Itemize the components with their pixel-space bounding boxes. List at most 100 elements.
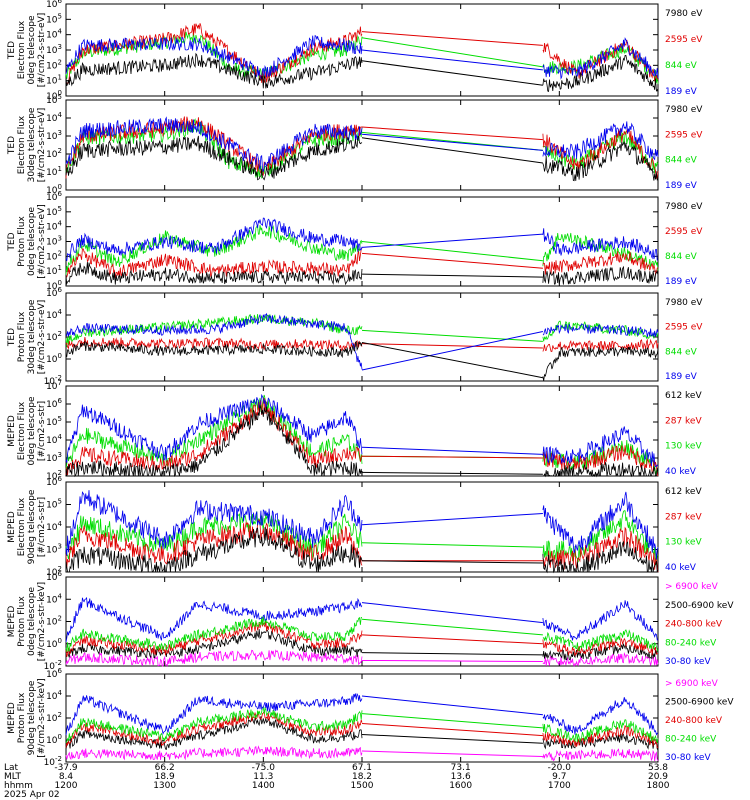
series-green-trace xyxy=(65,394,363,471)
x-tick-mlt: 11.3 xyxy=(253,772,273,782)
series-blue-trace xyxy=(65,692,363,736)
series-green-trace xyxy=(542,510,659,566)
series-black-trace xyxy=(542,732,659,751)
y-label-line: TED xyxy=(7,41,17,60)
y-tick-exponent: 0 xyxy=(58,637,62,645)
y-label-line: 0deg telescope xyxy=(27,15,37,85)
y-label-line: [#/cm2-s-str] xyxy=(37,401,47,461)
y-tick-exponent: 0 xyxy=(58,279,62,287)
x-tick-hhmm: 1300 xyxy=(153,781,176,791)
series-black-trace xyxy=(65,629,363,659)
y-tick-base: 10 xyxy=(46,400,58,410)
y-tick-label: 104 xyxy=(46,433,62,446)
y-tick-label: 104 xyxy=(46,520,62,533)
y-tick-exponent: 6 xyxy=(58,397,63,405)
series-black-trace xyxy=(65,404,363,478)
series-black-gap-line xyxy=(361,342,543,379)
y-tick-exponent: 0 xyxy=(58,183,62,191)
series-magenta-trace xyxy=(65,745,363,761)
y-tick-exponent: 2 xyxy=(58,615,62,623)
series-blue-gap-line xyxy=(361,695,543,716)
series-magenta-trace xyxy=(542,651,659,668)
y-tick-label: 106 xyxy=(46,667,62,680)
legend-entry: 30-80 keV xyxy=(665,657,711,667)
legend-entry: 612 keV xyxy=(665,391,702,401)
y-tick-exponent: 7 xyxy=(58,379,62,387)
y-tick-label: 107 xyxy=(46,379,62,392)
series-blue-trace xyxy=(65,596,363,643)
y-tick-label: 103 xyxy=(46,43,62,56)
y-tick-label: 106 xyxy=(46,0,62,10)
y-tick-label: 105 xyxy=(46,12,62,25)
legend-entry: 2595 eV xyxy=(665,35,703,45)
legend-entry: 240-800 keV xyxy=(665,620,723,630)
y-tick-label: 100 xyxy=(46,637,62,650)
y-tick-base: 10 xyxy=(46,168,58,178)
y-tick-base: 10 xyxy=(46,223,58,233)
y-tick-base: 10 xyxy=(46,568,58,578)
x-tick-lat: 67.1 xyxy=(352,763,372,773)
series-black-trace xyxy=(542,141,659,182)
y-tick-exponent: 4 xyxy=(58,308,63,316)
series-black-trace xyxy=(542,540,659,574)
series-blue-trace xyxy=(542,37,659,80)
y-label-line: [#/cm2-s-str] xyxy=(37,497,47,557)
series-blue-trace xyxy=(542,600,659,641)
y-tick-label: 105 xyxy=(46,93,62,106)
y-tick-exponent: 2 xyxy=(58,469,62,477)
y-tick-base: 10 xyxy=(46,267,58,277)
y-tick-exponent: 2 xyxy=(58,147,62,155)
y-label-line: Proton Flux xyxy=(17,311,27,362)
y-label-line: TED xyxy=(7,328,17,347)
y-tick-label: 102 xyxy=(46,615,62,628)
series-blue-trace xyxy=(65,34,363,80)
y-tick-exponent: 2 xyxy=(58,565,62,573)
y-tick-base: 10 xyxy=(46,714,58,724)
legend-entry: 80-240 keV xyxy=(665,735,717,745)
x-tick-mlt: 9.7 xyxy=(552,772,566,782)
series-black-gap-line xyxy=(361,652,543,656)
y-tick-exponent: 6 xyxy=(58,570,63,578)
legend-entry: 7980 eV xyxy=(665,105,703,115)
y-tick-label: 10-2 xyxy=(44,374,62,387)
y-tick-base: 10 xyxy=(46,523,58,533)
y-tick-label: 100 xyxy=(46,89,62,102)
y-tick-exponent: 6 xyxy=(58,190,63,198)
y-label-line: TED xyxy=(7,232,17,251)
y-tick-exponent: 5 xyxy=(58,498,62,506)
x-tick-lat: 73.1 xyxy=(451,763,471,773)
x-row-label: hhmm xyxy=(4,781,33,791)
series-red-trace xyxy=(65,247,363,279)
legend-entry: 2500-6900 keV xyxy=(665,601,734,611)
series-blue-trace xyxy=(65,393,363,463)
y-tick-base: 10 xyxy=(46,333,58,343)
series-red-gap-line xyxy=(361,723,543,737)
series-green-gap-line xyxy=(361,618,543,636)
y-tick-exponent: 3 xyxy=(58,543,62,551)
series-black-gap-line xyxy=(361,560,543,564)
y-tick-base: 10 xyxy=(44,758,56,768)
y-label-line: Electron Flux xyxy=(17,20,27,79)
y-tick-label: 102 xyxy=(46,469,62,482)
legend-entry: 2595 eV xyxy=(665,130,703,140)
y-tick-exponent: 5 xyxy=(58,12,62,20)
y-tick-label: 105 xyxy=(46,205,62,218)
series-red-gap-line xyxy=(361,252,543,269)
y-tick-label: 100 xyxy=(46,279,62,292)
series-blue-gap-line xyxy=(361,513,543,526)
series-black-trace xyxy=(65,341,363,359)
y-tick-label: 105 xyxy=(46,498,62,511)
x-tick-lat: -37.9 xyxy=(54,763,78,773)
series-magenta-trace xyxy=(542,748,659,762)
series-red-trace xyxy=(65,397,363,476)
series-blue-trace xyxy=(542,697,659,736)
y-tick-base: 10 xyxy=(46,77,58,87)
x-tick-hhmm: 1700 xyxy=(548,781,571,791)
y-tick-exponent: 3 xyxy=(58,129,62,137)
series-black-trace xyxy=(65,527,363,573)
y-tick-base: 10 xyxy=(46,546,58,556)
y-axis-label: TED Electron Flux 30deg telescope [#/cm2-s-… xyxy=(7,107,47,182)
series-blue-gap-line xyxy=(361,446,543,455)
